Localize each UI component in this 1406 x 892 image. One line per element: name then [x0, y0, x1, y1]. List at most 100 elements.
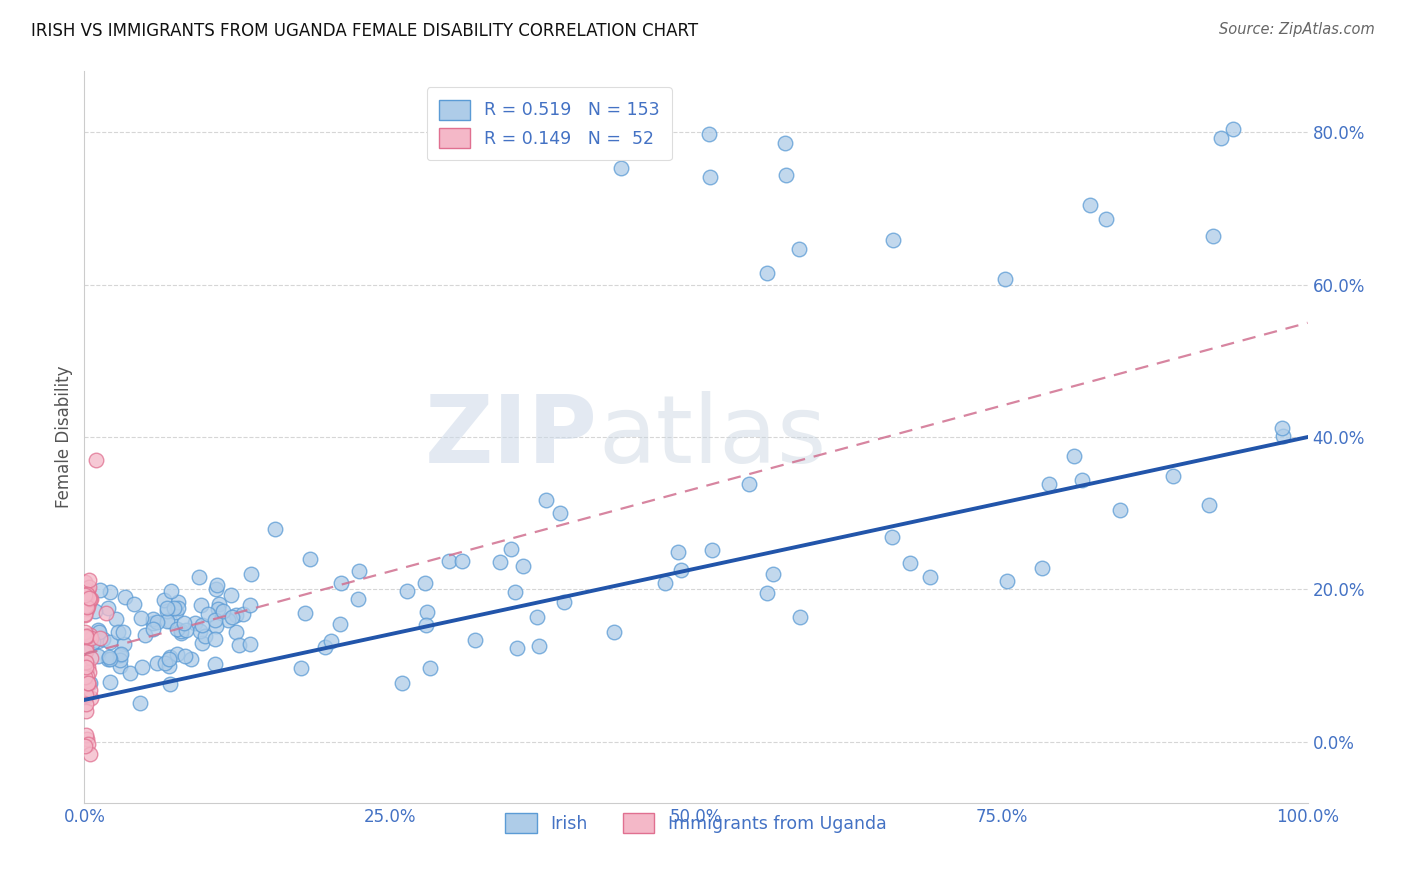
Point: [1202, 228, 1225, 243]
Point: [789, 610, 811, 624]
Point: [391, 676, 413, 690]
Point: [76, 676, 98, 690]
Point: [76, 587, 98, 601]
Point: [87, 633, 110, 648]
Point: [225, 608, 247, 623]
Point: [87, 623, 110, 637]
Point: [188, 570, 211, 584]
Point: [170, 624, 193, 638]
Point: [98, 674, 121, 689]
Point: [738, 477, 761, 491]
Point: [107, 625, 129, 640]
Point: [527, 640, 550, 654]
Point: [553, 595, 575, 609]
Point: [75, 697, 97, 711]
Point: [79, 591, 101, 605]
Point: [104, 612, 127, 626]
Point: [75, 582, 97, 597]
Point: [699, 170, 721, 185]
Point: [451, 554, 474, 568]
Point: [882, 530, 904, 544]
Point: [1222, 122, 1244, 136]
Point: [1272, 428, 1295, 442]
Point: [79, 592, 101, 607]
Point: [603, 625, 626, 640]
Point: [75, 684, 97, 698]
Point: [1078, 198, 1101, 212]
Point: [347, 592, 370, 607]
Point: [134, 627, 156, 641]
Point: [264, 522, 287, 536]
Point: [1211, 131, 1233, 145]
Point: [80, 639, 103, 653]
Point: [699, 128, 721, 142]
Point: [290, 661, 312, 675]
Point: [146, 615, 169, 629]
Point: [159, 650, 181, 665]
Point: [112, 625, 135, 640]
Point: [93, 632, 115, 646]
Point: [84, 604, 107, 618]
Point: [80, 631, 103, 645]
Point: [73, 625, 96, 640]
Point: [156, 601, 179, 615]
Point: [221, 610, 243, 624]
Point: [211, 604, 233, 618]
Point: [82, 635, 104, 649]
Point: [142, 623, 165, 637]
Point: [166, 647, 188, 661]
Point: [416, 605, 439, 619]
Point: [1109, 503, 1132, 517]
Point: [73, 607, 96, 621]
Point: [77, 594, 100, 608]
Point: [159, 677, 181, 691]
Point: [217, 614, 239, 628]
Point: [314, 640, 336, 654]
Point: [75, 575, 97, 590]
Point: [75, 643, 97, 657]
Point: [75, 660, 97, 674]
Point: [114, 590, 136, 604]
Point: [75, 704, 97, 718]
Point: [73, 676, 96, 690]
Point: [920, 570, 942, 584]
Point: [76, 588, 98, 602]
Point: [77, 675, 100, 690]
Point: [79, 676, 101, 690]
Point: [503, 585, 526, 599]
Point: [347, 564, 370, 578]
Point: [108, 659, 131, 673]
Point: [228, 638, 250, 652]
Point: [232, 607, 254, 621]
Point: [1031, 560, 1053, 574]
Point: [157, 651, 180, 665]
Point: [146, 656, 169, 670]
Point: [75, 655, 97, 669]
Point: [205, 582, 228, 596]
Point: [204, 657, 226, 671]
Point: [73, 608, 96, 623]
Point: [96, 606, 118, 620]
Point: [98, 584, 121, 599]
Point: [190, 636, 212, 650]
Text: ZIP: ZIP: [425, 391, 598, 483]
Point: [329, 576, 352, 591]
Point: [110, 648, 132, 662]
Point: [219, 588, 242, 602]
Point: [464, 632, 486, 647]
Point: [76, 587, 98, 601]
Point: [122, 598, 145, 612]
Point: [755, 266, 778, 280]
Point: [97, 650, 120, 665]
Point: [413, 575, 436, 590]
Point: [666, 545, 689, 559]
Point: [73, 653, 96, 667]
Point: [994, 272, 1017, 286]
Point: [669, 563, 692, 577]
Point: [207, 602, 229, 616]
Point: [159, 614, 181, 628]
Point: [156, 604, 179, 618]
Point: [77, 599, 100, 613]
Point: [165, 605, 187, 619]
Point: [110, 647, 132, 661]
